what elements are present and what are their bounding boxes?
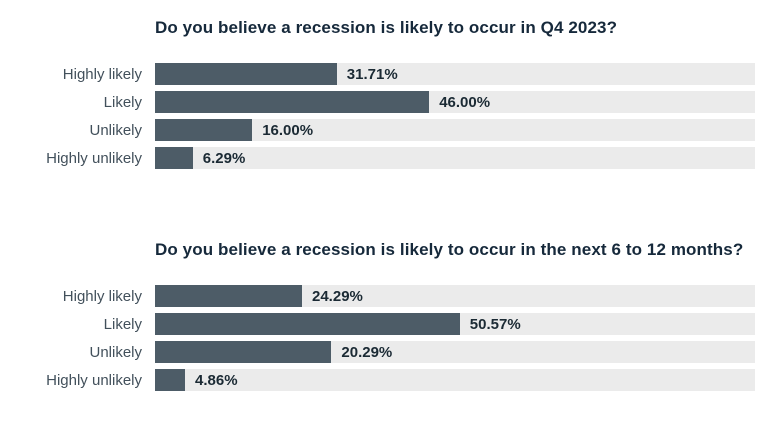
value-label: 16.00%: [262, 121, 314, 139]
value-label: 6.29%: [202, 149, 246, 167]
value-label: 4.86%: [195, 371, 238, 389]
value-label: 20.29%: [341, 343, 393, 361]
chart-next-6-12-months: Do you believe a recession is likely to …: [0, 240, 780, 397]
bar-track: 16.00%: [155, 119, 755, 141]
bar-fill: [155, 147, 193, 169]
bar-row: Likely 50.57%: [0, 313, 780, 335]
bar-row: Highly likely 24.29%: [0, 285, 780, 307]
bar-row: Unlikely 16.00%: [0, 119, 780, 141]
category-label: Likely: [103, 315, 142, 333]
bar-rows: Highly likely 31.71% Likely 46.00% Unlik…: [0, 63, 780, 169]
bar-fill: [155, 313, 460, 335]
bar-track: 24.29%: [155, 285, 755, 307]
category-label: Highly unlikely: [46, 149, 142, 167]
chart-title: Do you believe a recession is likely to …: [155, 18, 618, 37]
value-label: 46.00%: [439, 93, 491, 111]
bar-fill: [155, 119, 253, 141]
bar-row: Highly unlikely 6.29%: [0, 147, 780, 169]
bar-fill: [155, 341, 332, 363]
category-label: Highly likely: [62, 287, 142, 305]
bar-rows: Highly likely 24.29% Likely 50.57% Unlik…: [0, 285, 780, 391]
bar-row: Likely 46.00%: [0, 91, 780, 113]
bar-track: 4.86%: [155, 369, 755, 391]
bar-track: 46.00%: [155, 91, 755, 113]
chart-q4-2023: Do you believe a recession is likely to …: [0, 18, 780, 175]
category-label: Highly likely: [62, 65, 142, 83]
bar-track: 6.29%: [155, 147, 755, 169]
category-label: Likely: [103, 93, 142, 111]
bar-row: Highly likely 31.71%: [0, 63, 780, 85]
bar-track: 20.29%: [155, 341, 755, 363]
bar-track: 31.71%: [155, 63, 755, 85]
value-label: 24.29%: [312, 287, 363, 305]
chart-title: Do you believe a recession is likely to …: [155, 240, 744, 259]
bar-row: Unlikely 20.29%: [0, 341, 780, 363]
value-label: 50.57%: [469, 315, 521, 333]
bar-row: Highly unlikely 4.86%: [0, 369, 780, 391]
category-label: Unlikely: [89, 343, 142, 361]
bar-fill: [155, 63, 337, 85]
category-label: Highly unlikely: [46, 371, 142, 389]
category-label: Unlikely: [89, 121, 142, 139]
bar-fill: [155, 369, 185, 391]
bar-track: 50.57%: [155, 313, 755, 335]
bar-fill: [155, 91, 430, 113]
value-label: 31.71%: [346, 65, 398, 83]
bar-fill: [155, 285, 302, 307]
